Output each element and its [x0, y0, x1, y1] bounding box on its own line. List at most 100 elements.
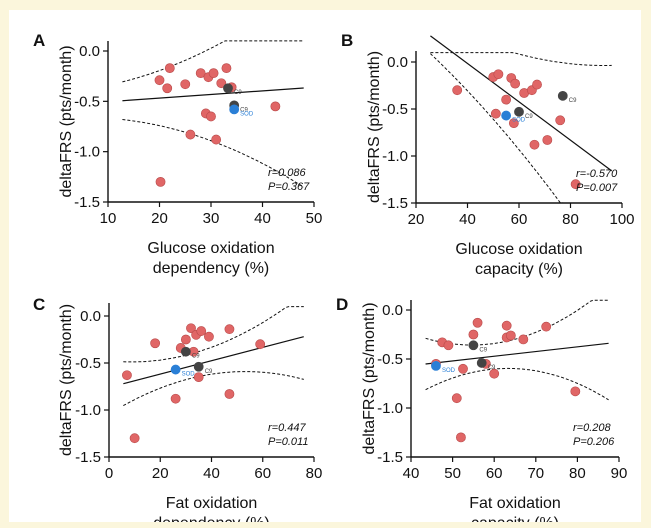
- data-point: [206, 111, 216, 122]
- data-point: [150, 338, 161, 349]
- panel-label: D: [336, 295, 348, 314]
- y-tick-label: -0.5: [377, 351, 403, 368]
- data-point: [501, 320, 512, 331]
- ci-upper-curve: [122, 40, 304, 83]
- stat-p: P=0.011: [268, 436, 308, 448]
- data-point: [501, 94, 512, 105]
- x-axis-label: capacity (%): [471, 515, 559, 522]
- panel-c: C 0.0 -0.5 -1.0 -1.50 20 40 60 80 deltaFRS (pts/m…: [33, 295, 322, 522]
- data-point: [570, 179, 581, 190]
- highlight-point-c9: [476, 358, 487, 368]
- ci-lower-curve: [123, 371, 304, 407]
- data-point: [570, 386, 581, 397]
- highlight-label-sod: SOD: [442, 368, 456, 374]
- highlight-point-sod: [501, 110, 512, 121]
- highlight-point-c9: [223, 83, 233, 94]
- x-tick-label: 60: [254, 465, 271, 482]
- y-tick-label: -0.5: [382, 101, 408, 118]
- x-axis-label: dependency (%): [153, 260, 270, 277]
- data-point: [155, 176, 166, 187]
- x-tick-label: 40: [403, 465, 420, 482]
- data-point: [270, 101, 281, 112]
- y-tick-label: 0.0: [382, 302, 403, 319]
- y-tick-label: -1.5: [74, 194, 100, 211]
- x-tick-label: 20: [152, 465, 169, 482]
- data-point: [162, 83, 173, 94]
- data-point: [541, 321, 552, 332]
- x-tick-label: 40: [459, 211, 476, 228]
- data-point: [164, 63, 175, 74]
- y-tick-label: -1.5: [75, 449, 101, 466]
- x-axis-label: Fat oxidation: [166, 495, 258, 512]
- regression-line: [122, 87, 304, 102]
- highlight-label-c9: C9: [240, 107, 248, 113]
- highlight-label-c9: C9: [192, 354, 200, 360]
- regression-line: [430, 35, 613, 172]
- data-point: [532, 79, 542, 90]
- y-tick-label: 0.0: [80, 308, 101, 325]
- stat-r: r=0.208: [573, 422, 611, 434]
- y-tick-label: 0.0: [387, 54, 408, 71]
- y-tick-label: 0.0: [79, 43, 100, 60]
- x-tick-label: 100: [609, 211, 634, 228]
- x-tick-label: 60: [486, 465, 503, 482]
- data-point: [122, 370, 132, 381]
- y-tick-label: -1.5: [382, 195, 408, 212]
- data-point: [255, 339, 266, 350]
- data-point: [224, 324, 235, 335]
- data-point: [180, 334, 191, 345]
- panel-label: C: [33, 295, 45, 314]
- x-tick-label: 50: [306, 210, 323, 227]
- ci-lower-curve: [430, 53, 612, 204]
- data-point: [221, 63, 232, 74]
- data-point: [224, 389, 235, 399]
- panel-a: A 0.0 -0.5 -1.0 -1.510 20 30 40 50 deltaFRS (pts/…: [33, 31, 322, 277]
- data-point: [195, 68, 206, 79]
- data-point: [489, 368, 500, 379]
- stat-p: P=0.007: [576, 182, 618, 194]
- highlight-label-c9: C9: [525, 114, 533, 120]
- data-point: [490, 108, 501, 119]
- data-point: [468, 329, 479, 340]
- panel-b: B 0.0 -0.5 -1.0 -1.520 40 60 80 100 deltaFRS (pts…: [341, 31, 635, 278]
- x-tick-label: 80: [306, 465, 323, 482]
- x-tick-label: 0: [105, 465, 113, 482]
- data-point: [451, 393, 462, 404]
- regression-line: [425, 342, 609, 365]
- data-point: [510, 78, 521, 89]
- x-axis-label: Glucose oxidation: [455, 241, 582, 258]
- data-point: [208, 68, 219, 79]
- data-point: [508, 118, 519, 128]
- highlight-label-c9: C9: [479, 347, 487, 353]
- data-point: [186, 323, 196, 334]
- data-point: [458, 363, 468, 374]
- x-tick-label: 40: [254, 210, 271, 227]
- data-point: [185, 129, 196, 140]
- data-point: [505, 330, 516, 341]
- data-point: [472, 317, 483, 328]
- regression-line: [123, 336, 304, 385]
- stat-p: P=0.367: [268, 181, 310, 193]
- y-tick-label: -0.5: [74, 93, 100, 110]
- data-point: [129, 433, 140, 444]
- highlight-label-sod: SOD: [512, 118, 526, 124]
- stat-r: r=0.086: [268, 167, 306, 179]
- y-axis-label: deltaFRS (pts/month): [58, 304, 75, 456]
- data-point: [180, 79, 191, 90]
- highlight-label-c9: C9: [205, 369, 213, 375]
- highlight-point-c9: [468, 340, 479, 351]
- x-tick-label: 80: [569, 465, 586, 482]
- x-tick-label: 10: [100, 210, 117, 227]
- figure: A 0.0 -0.5 -1.0 -1.5 10 20 30 40 50 deltaFRS (pts/…: [9, 10, 641, 522]
- data-point: [456, 432, 466, 443]
- data-point: [542, 135, 553, 145]
- highlight-point-c9: [514, 106, 524, 117]
- x-tick-label: 70: [527, 465, 544, 482]
- highlight-point-c9: [193, 361, 204, 372]
- ci-upper-curve: [430, 52, 612, 66]
- y-tick-label: -1.5: [377, 449, 403, 466]
- data-point: [170, 393, 181, 404]
- data-point: [196, 326, 207, 336]
- data-point: [529, 139, 540, 150]
